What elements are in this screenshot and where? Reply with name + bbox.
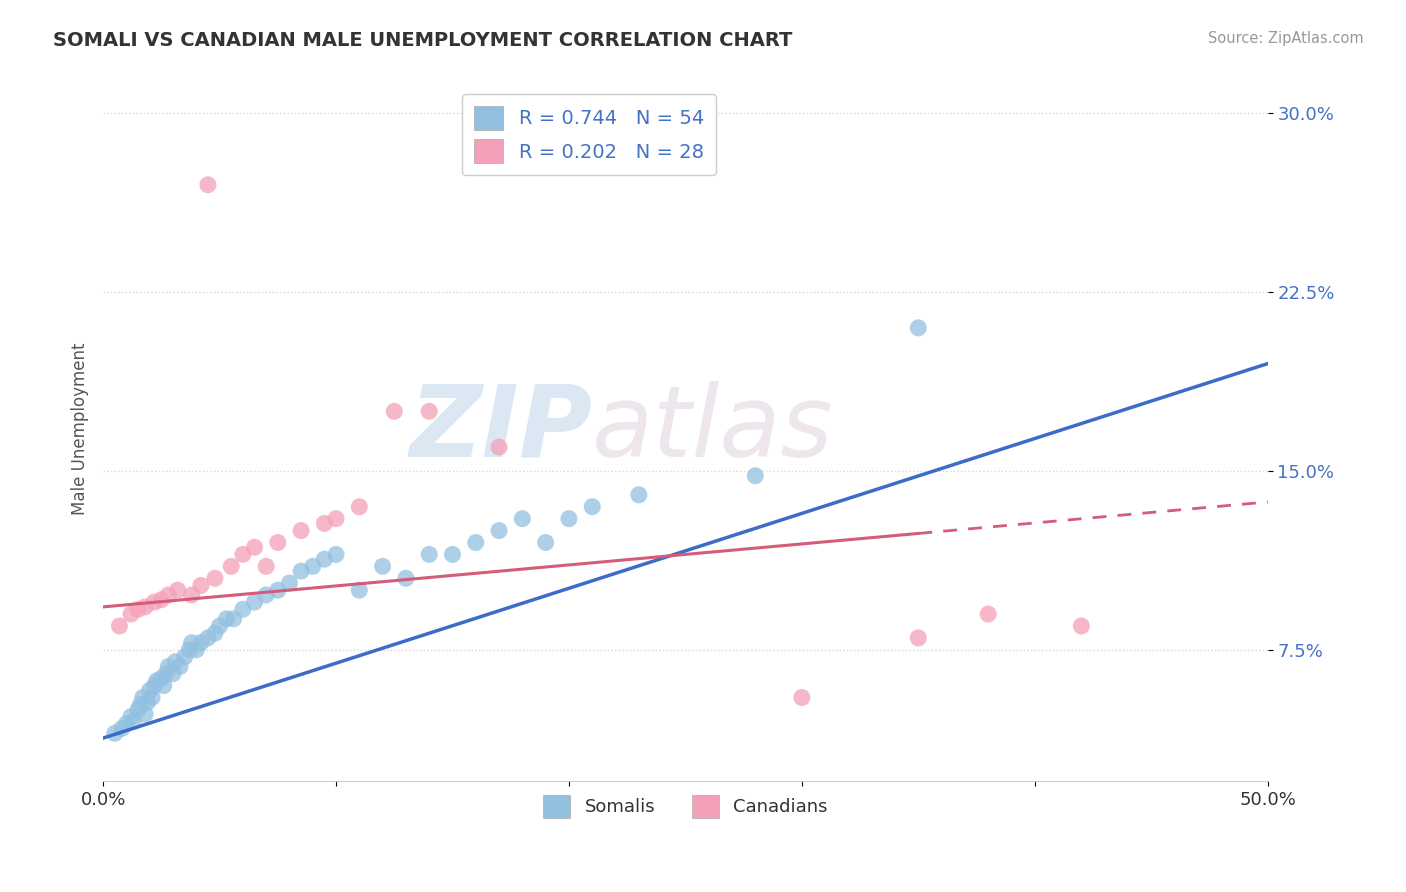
Point: [165, 655, 187, 669]
Point: [190, 578, 212, 592]
Point: [301, 559, 323, 574]
Text: Source: ZipAtlas.com: Source: ZipAtlas.com: [1208, 31, 1364, 46]
Point: [108, 619, 131, 633]
Point: [162, 666, 184, 681]
Point: [418, 404, 440, 418]
Point: [254, 588, 277, 602]
Point: [558, 511, 581, 525]
Point: [790, 690, 813, 705]
Point: [222, 612, 245, 626]
Point: [382, 404, 405, 418]
Point: [290, 524, 312, 538]
Point: [314, 552, 336, 566]
Y-axis label: Male Unemployment: Male Unemployment: [72, 343, 89, 516]
Point: [136, 695, 159, 709]
Point: [464, 535, 486, 549]
Point: [627, 488, 650, 502]
Point: [134, 599, 156, 614]
Point: [488, 524, 510, 538]
Point: [197, 178, 219, 192]
Point: [232, 548, 254, 562]
Point: [197, 631, 219, 645]
Point: [150, 672, 173, 686]
Point: [977, 607, 1000, 621]
Point: [111, 722, 134, 736]
Point: [208, 619, 231, 633]
Legend: Somalis, Canadians: Somalis, Canadians: [536, 789, 835, 825]
Text: ZIP: ZIP: [409, 381, 592, 478]
Point: [488, 440, 510, 454]
Point: [190, 635, 212, 649]
Point: [243, 595, 266, 609]
Point: [349, 583, 371, 598]
Point: [581, 500, 603, 514]
Point: [115, 716, 138, 731]
Point: [143, 679, 166, 693]
Point: [243, 541, 266, 555]
Point: [127, 702, 149, 716]
Point: [418, 548, 440, 562]
Point: [155, 666, 177, 681]
Point: [138, 683, 160, 698]
Point: [441, 548, 464, 562]
Point: [204, 571, 226, 585]
Point: [907, 631, 929, 645]
Point: [290, 564, 312, 578]
Point: [157, 659, 180, 673]
Text: atlas: atlas: [592, 381, 834, 478]
Point: [145, 673, 167, 688]
Point: [173, 650, 195, 665]
Point: [349, 500, 371, 514]
Point: [395, 571, 418, 585]
Point: [314, 516, 336, 531]
Point: [141, 690, 163, 705]
Point: [127, 602, 149, 616]
Point: [132, 690, 155, 705]
Point: [120, 709, 142, 723]
Point: [744, 468, 766, 483]
Point: [143, 595, 166, 609]
Point: [534, 535, 557, 549]
Text: SOMALI VS CANADIAN MALE UNEMPLOYMENT CORRELATION CHART: SOMALI VS CANADIAN MALE UNEMPLOYMENT COR…: [53, 31, 793, 50]
Point: [907, 321, 929, 335]
Point: [169, 659, 191, 673]
Point: [512, 511, 534, 525]
Point: [254, 559, 277, 574]
Point: [179, 643, 201, 657]
Point: [180, 588, 202, 602]
Point: [166, 583, 188, 598]
Point: [232, 602, 254, 616]
Point: [267, 535, 290, 549]
Point: [371, 559, 394, 574]
Point: [122, 714, 145, 729]
Point: [215, 612, 238, 626]
Point: [325, 548, 347, 562]
Point: [325, 511, 347, 525]
Point: [267, 583, 290, 598]
Point: [1070, 619, 1092, 633]
Point: [150, 592, 173, 607]
Point: [180, 635, 202, 649]
Point: [120, 607, 142, 621]
Point: [152, 679, 174, 693]
Point: [204, 626, 226, 640]
Point: [157, 588, 180, 602]
Point: [219, 559, 242, 574]
Point: [278, 576, 301, 591]
Point: [129, 698, 152, 712]
Point: [104, 726, 127, 740]
Point: [134, 707, 156, 722]
Point: [186, 643, 208, 657]
